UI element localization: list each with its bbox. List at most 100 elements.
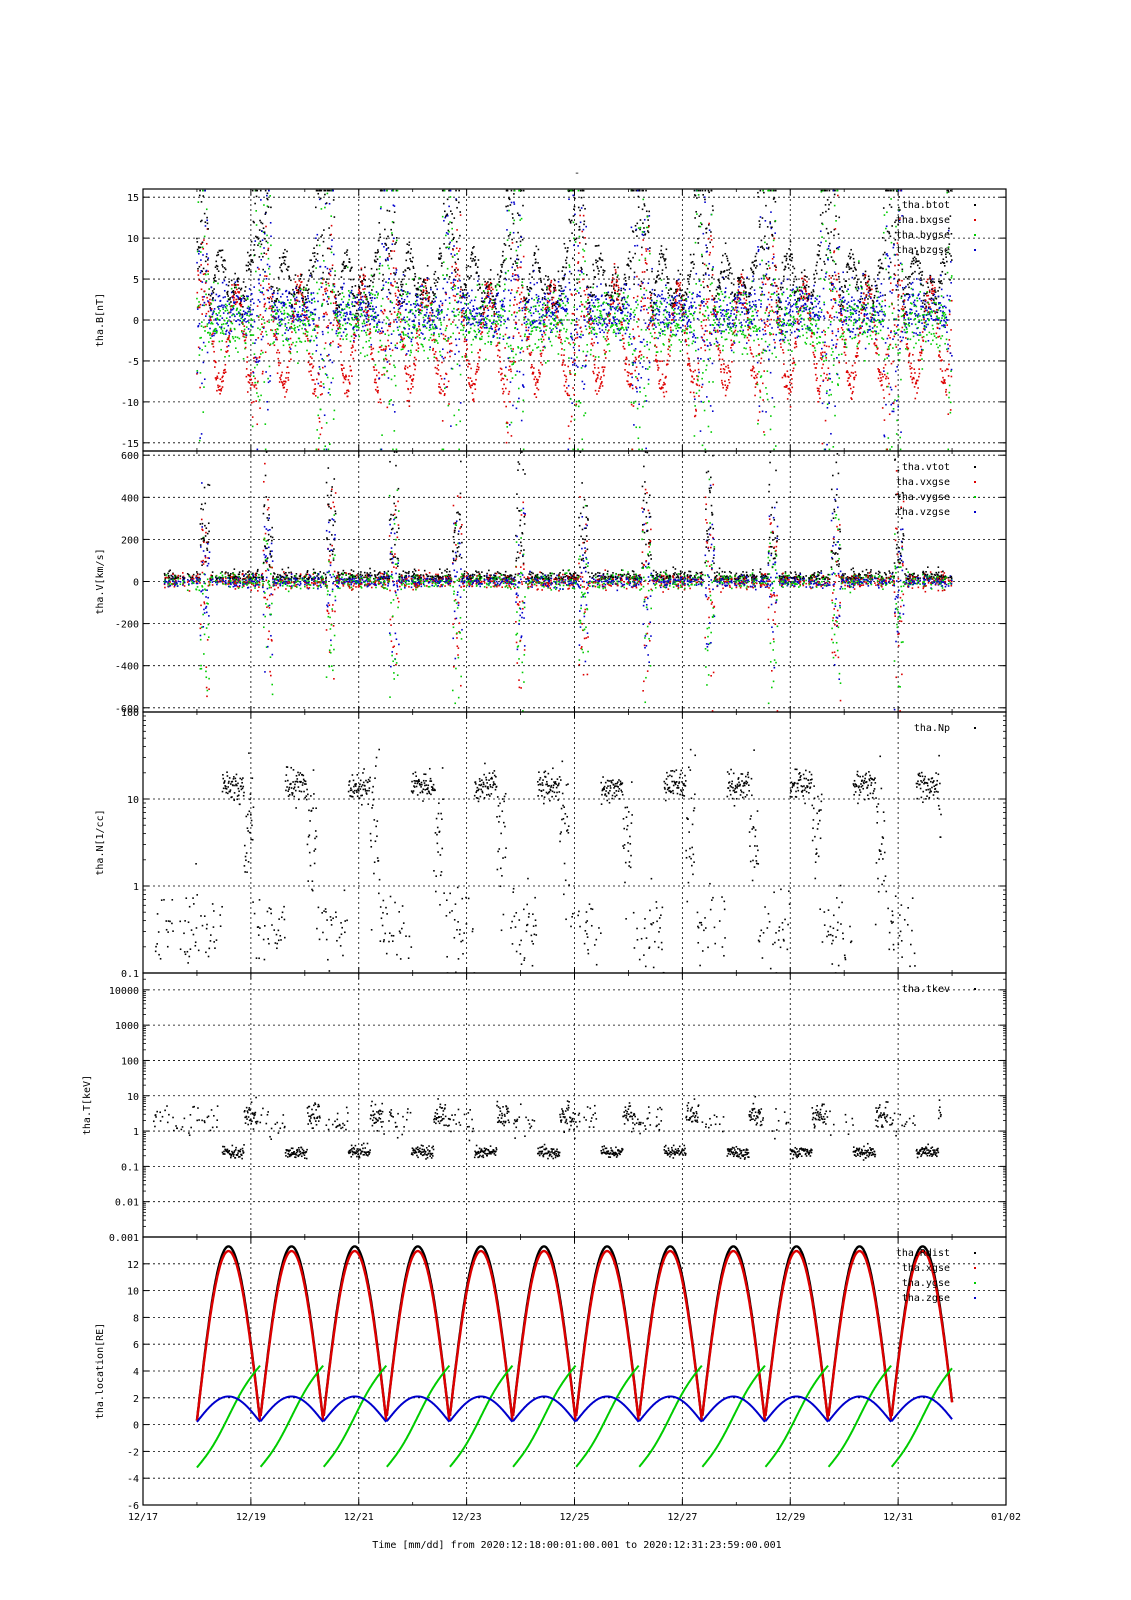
- bxgse-point: [287, 376, 289, 379]
- bxgse-point: [522, 350, 525, 353]
- bxgse-point: [376, 390, 378, 392]
- btot-point: [523, 296, 525, 299]
- btot-point: [564, 273, 566, 276]
- bygse-point: [536, 326, 539, 329]
- bzgse-point: [355, 335, 357, 337]
- bxgse-point: [378, 371, 380, 374]
- bygse-point: [392, 330, 395, 332]
- bygse-point: [398, 325, 401, 328]
- btot-point: [417, 288, 420, 291]
- bzgse-point: [345, 311, 348, 314]
- btot-point: [413, 278, 416, 280]
- bygse-point: [608, 315, 611, 317]
- bzgse-point: [349, 311, 352, 314]
- bxgse-point: [353, 341, 355, 343]
- btot-point: [422, 279, 425, 282]
- bzgse-point: [497, 315, 499, 318]
- bzgse-point: [330, 245, 333, 248]
- bxgse-point: [597, 367, 600, 369]
- bzgse-point: [327, 391, 330, 394]
- bygse-point: [304, 323, 306, 325]
- bzgse-point: [201, 304, 204, 307]
- bygse-point: [378, 268, 381, 270]
- btot-point: [613, 266, 616, 269]
- btot-point: [276, 287, 278, 289]
- bxgse-point: [322, 293, 324, 296]
- bzgse-point: [384, 350, 387, 352]
- bxgse-point: [577, 252, 580, 254]
- bzgse-point: [546, 311, 549, 314]
- bygse-point: [411, 344, 414, 347]
- bxgse-point: [580, 330, 583, 333]
- bygse-point: [589, 353, 592, 356]
- btot-point: [479, 287, 481, 290]
- bygse-point: [424, 337, 426, 339]
- bzgse-point: [393, 307, 395, 309]
- bygse-point: [573, 306, 575, 309]
- bzgse-point: [312, 323, 315, 325]
- bxgse-point: [469, 377, 472, 379]
- btot-point: [412, 265, 415, 268]
- bzgse-point: [461, 308, 464, 310]
- bxgse-point: [491, 306, 493, 309]
- bxgse-point: [253, 386, 256, 388]
- btot-point: [589, 308, 592, 311]
- bxgse-point: [630, 383, 632, 385]
- bzgse-point: [625, 284, 627, 286]
- bxgse-point: [228, 336, 230, 339]
- bzgse-point: [548, 299, 551, 302]
- bygse-point: [351, 317, 354, 319]
- bzgse-point: [239, 313, 242, 316]
- bygse-point: [243, 328, 246, 331]
- bzgse-point: [314, 308, 317, 311]
- bxgse-point: [397, 310, 400, 313]
- bygse-point: [441, 215, 444, 218]
- bzgse-point: [359, 315, 362, 318]
- bxgse-point: [467, 365, 469, 368]
- bxgse-point: [476, 370, 478, 373]
- bygse-point: [251, 425, 254, 428]
- bxgse-point: [621, 321, 623, 324]
- bzgse-point: [323, 414, 326, 417]
- bygse-point: [277, 328, 279, 331]
- bygse-point: [406, 316, 409, 318]
- bygse-point: [414, 300, 417, 303]
- bygse-point: [207, 331, 210, 334]
- bygse-point: [479, 337, 481, 340]
- bxgse-point: [218, 385, 221, 388]
- bzgse-point: [263, 247, 265, 249]
- bxgse-point: [325, 311, 327, 314]
- bzgse-point: [455, 344, 458, 347]
- bxgse-point: [419, 309, 422, 311]
- bxgse-point: [567, 394, 569, 397]
- bxgse-point: [598, 387, 601, 389]
- btot-point: [598, 270, 600, 272]
- bzgse-point: [494, 302, 497, 305]
- bxgse-point: [302, 301, 304, 303]
- bxgse-point: [402, 346, 405, 349]
- bzgse-point: [561, 300, 564, 302]
- bzgse-point: [212, 312, 214, 314]
- bzgse-point: [405, 353, 408, 355]
- btot-point: [412, 256, 414, 259]
- btot-point: [507, 205, 509, 207]
- bxgse-point: [278, 381, 281, 383]
- bzgse-point: [525, 329, 528, 332]
- bxgse-point: [254, 377, 256, 380]
- bygse-point: [395, 239, 398, 242]
- bygse-point: [266, 241, 269, 244]
- bzgse-point: [592, 310, 594, 312]
- bygse-point: [572, 221, 575, 224]
- bzgse-point: [574, 328, 577, 330]
- bxgse-point: [218, 389, 221, 391]
- bygse-point: [506, 426, 509, 428]
- btot-point: [592, 283, 595, 285]
- btot-point: [455, 199, 458, 202]
- bygse-point: [633, 309, 636, 312]
- bzgse-point: [509, 299, 511, 302]
- bzgse-point: [309, 324, 311, 326]
- bxgse-point: [514, 361, 517, 363]
- bzgse-point: [615, 332, 617, 335]
- bygse-point: [340, 316, 343, 319]
- bzgse-point: [260, 259, 263, 261]
